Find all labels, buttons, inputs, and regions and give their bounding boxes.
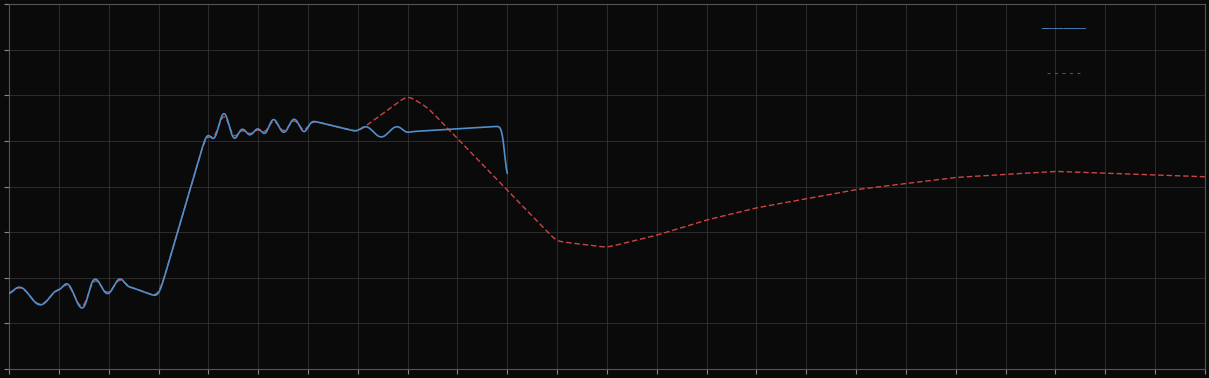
Text: ________: ________	[1041, 19, 1087, 29]
Text: - - - - -: - - - - -	[1047, 68, 1081, 78]
